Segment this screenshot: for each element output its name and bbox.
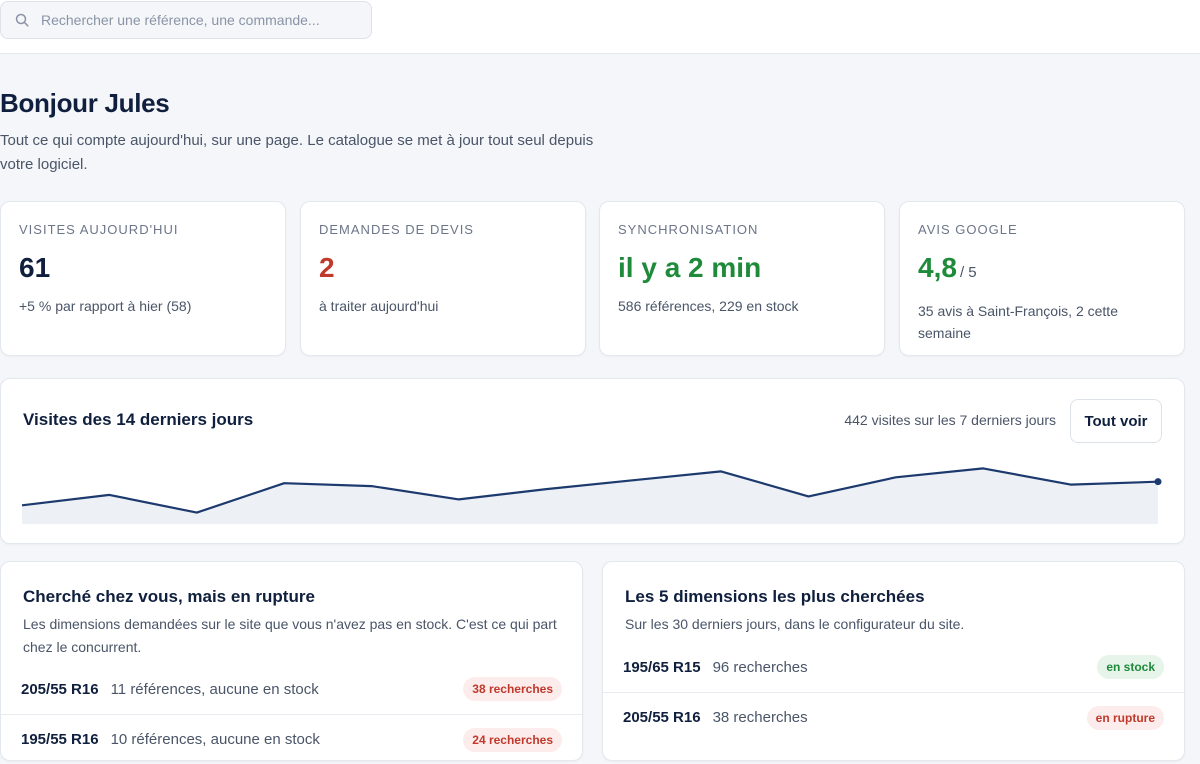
kpi-value: 2 bbox=[319, 251, 567, 285]
kpi-value: 4,8/ 5 bbox=[918, 251, 1166, 290]
kpi-label: VISITES AUJOURD'HUI bbox=[19, 222, 267, 237]
search-count: 96 recherches bbox=[713, 659, 808, 676]
list-item[interactable]: 205/55 R16 11 références, aucune en stoc… bbox=[1, 664, 582, 714]
dimension: 205/55 R16 bbox=[623, 709, 701, 726]
panel-title: Cherché chez vous, mais en rupture bbox=[23, 587, 315, 607]
kpi-sub: 35 avis à Saint-François, 2 cette semain… bbox=[918, 300, 1166, 344]
page-title: Bonjour Jules bbox=[0, 88, 169, 119]
top-bar bbox=[0, 0, 1200, 54]
stockouts-panel: Cherché chez vous, mais en rupture Les d… bbox=[0, 561, 583, 761]
kpi-sub: +5 % par rapport à hier (58) bbox=[19, 295, 267, 317]
kpi-card-visits: VISITES AUJOURD'HUI 61 +5 % par rapport … bbox=[0, 201, 286, 356]
search-icon bbox=[15, 13, 29, 27]
kpi-card-quotes: DEMANDES DE DEVIS 2 à traiter aujourd'hu… bbox=[300, 201, 586, 356]
dimension: 195/65 R15 bbox=[623, 659, 701, 676]
search-count-badge: 24 recherches bbox=[463, 728, 562, 752]
list-item[interactable]: 205/55 R16 38 recherches en rupture bbox=[603, 692, 1184, 742]
dimension: 195/55 R16 bbox=[21, 731, 99, 748]
kpi-sub: à traiter aujourd'hui bbox=[319, 295, 567, 317]
page-intro: Tout ce qui compte aujourd'hui, sur une … bbox=[0, 129, 620, 177]
dimension: 205/55 R16 bbox=[21, 681, 99, 698]
chart-point-last bbox=[1155, 478, 1162, 485]
kpi-label: SYNCHRONISATION bbox=[618, 222, 866, 237]
list-item[interactable]: 195/55 R16 10 références, aucune en stoc… bbox=[1, 714, 582, 764]
chart-title: Visites des 14 derniers jours bbox=[23, 410, 253, 430]
see-all-button[interactable]: Tout voir bbox=[1070, 399, 1162, 443]
dimension-info: 11 références, aucune en stock bbox=[111, 681, 319, 698]
visits-line-chart bbox=[22, 460, 1162, 524]
search-input[interactable] bbox=[39, 11, 343, 29]
stock-status-badge: en stock bbox=[1097, 655, 1164, 679]
list-item[interactable]: 195/65 R15 96 recherches en stock bbox=[603, 642, 1184, 692]
search-count-badge: 38 recherches bbox=[463, 677, 562, 701]
kpi-sub: 586 références, 229 en stock bbox=[618, 295, 866, 317]
kpi-suffix: / 5 bbox=[960, 264, 977, 281]
chart-area bbox=[22, 468, 1158, 524]
top-dimensions-panel: Les 5 dimensions les plus cherchées Sur … bbox=[602, 561, 1185, 761]
kpi-card-reviews: AVIS GOOGLE 4,8/ 5 35 avis à Saint-Franç… bbox=[899, 201, 1185, 356]
kpi-card-sync: SYNCHRONISATION il y a 2 min 586 référen… bbox=[599, 201, 885, 356]
panel-description: Sur les 30 derniers jours, dans le confi… bbox=[625, 613, 1170, 636]
kpi-label: AVIS GOOGLE bbox=[918, 222, 1166, 237]
kpi-value: il y a 2 min bbox=[618, 251, 866, 285]
dimension-info: 10 références, aucune en stock bbox=[111, 731, 320, 748]
kpi-value: 61 bbox=[19, 251, 267, 285]
kpi-label: DEMANDES DE DEVIS bbox=[319, 222, 567, 237]
search-count: 38 recherches bbox=[713, 709, 808, 726]
search-box[interactable] bbox=[0, 1, 372, 39]
panel-description: Les dimensions demandées sur le site que… bbox=[23, 613, 568, 659]
panel-title: Les 5 dimensions les plus cherchées bbox=[625, 587, 925, 607]
chart-meta: 442 visites sur les 7 derniers jours bbox=[844, 412, 1056, 428]
stock-status-badge: en rupture bbox=[1087, 706, 1164, 730]
